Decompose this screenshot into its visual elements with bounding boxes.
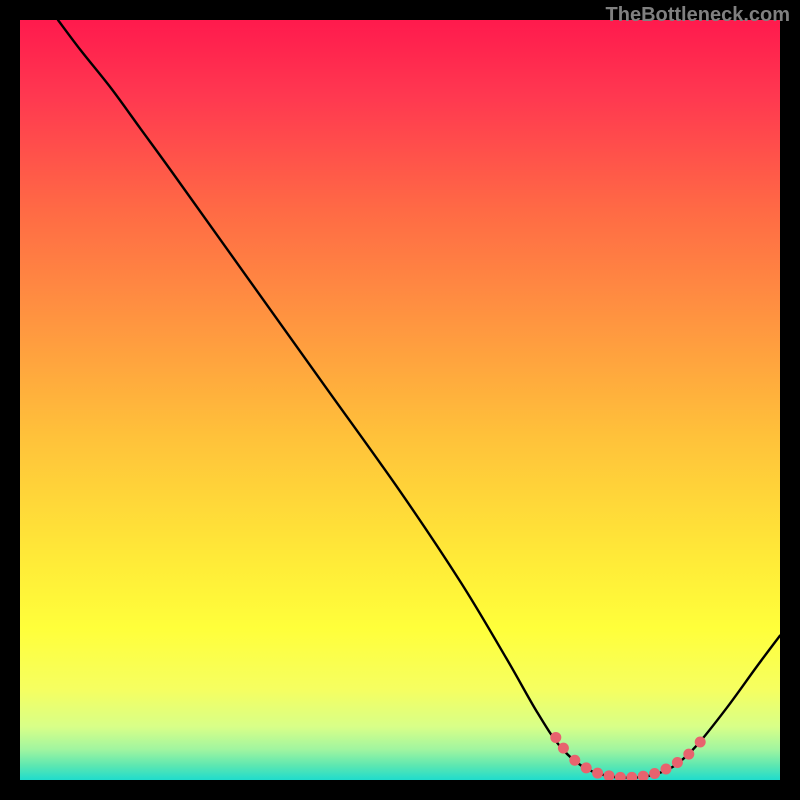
marker-dot: [683, 749, 694, 760]
marker-dot: [695, 737, 706, 748]
watermark-text: TheBottleneck.com: [606, 4, 790, 27]
marker-dot: [550, 732, 561, 743]
marker-dot: [672, 757, 683, 768]
marker-dot: [592, 768, 603, 779]
marker-dot: [569, 755, 580, 766]
marker-dot: [649, 768, 660, 779]
gradient-background: [20, 20, 780, 780]
marker-dot: [558, 743, 569, 754]
plot-area: [20, 20, 780, 780]
marker-dot: [661, 763, 672, 774]
marker-dot: [581, 762, 592, 773]
chart-container: TheBottleneck.com: [0, 0, 800, 800]
chart-svg: [20, 20, 780, 780]
